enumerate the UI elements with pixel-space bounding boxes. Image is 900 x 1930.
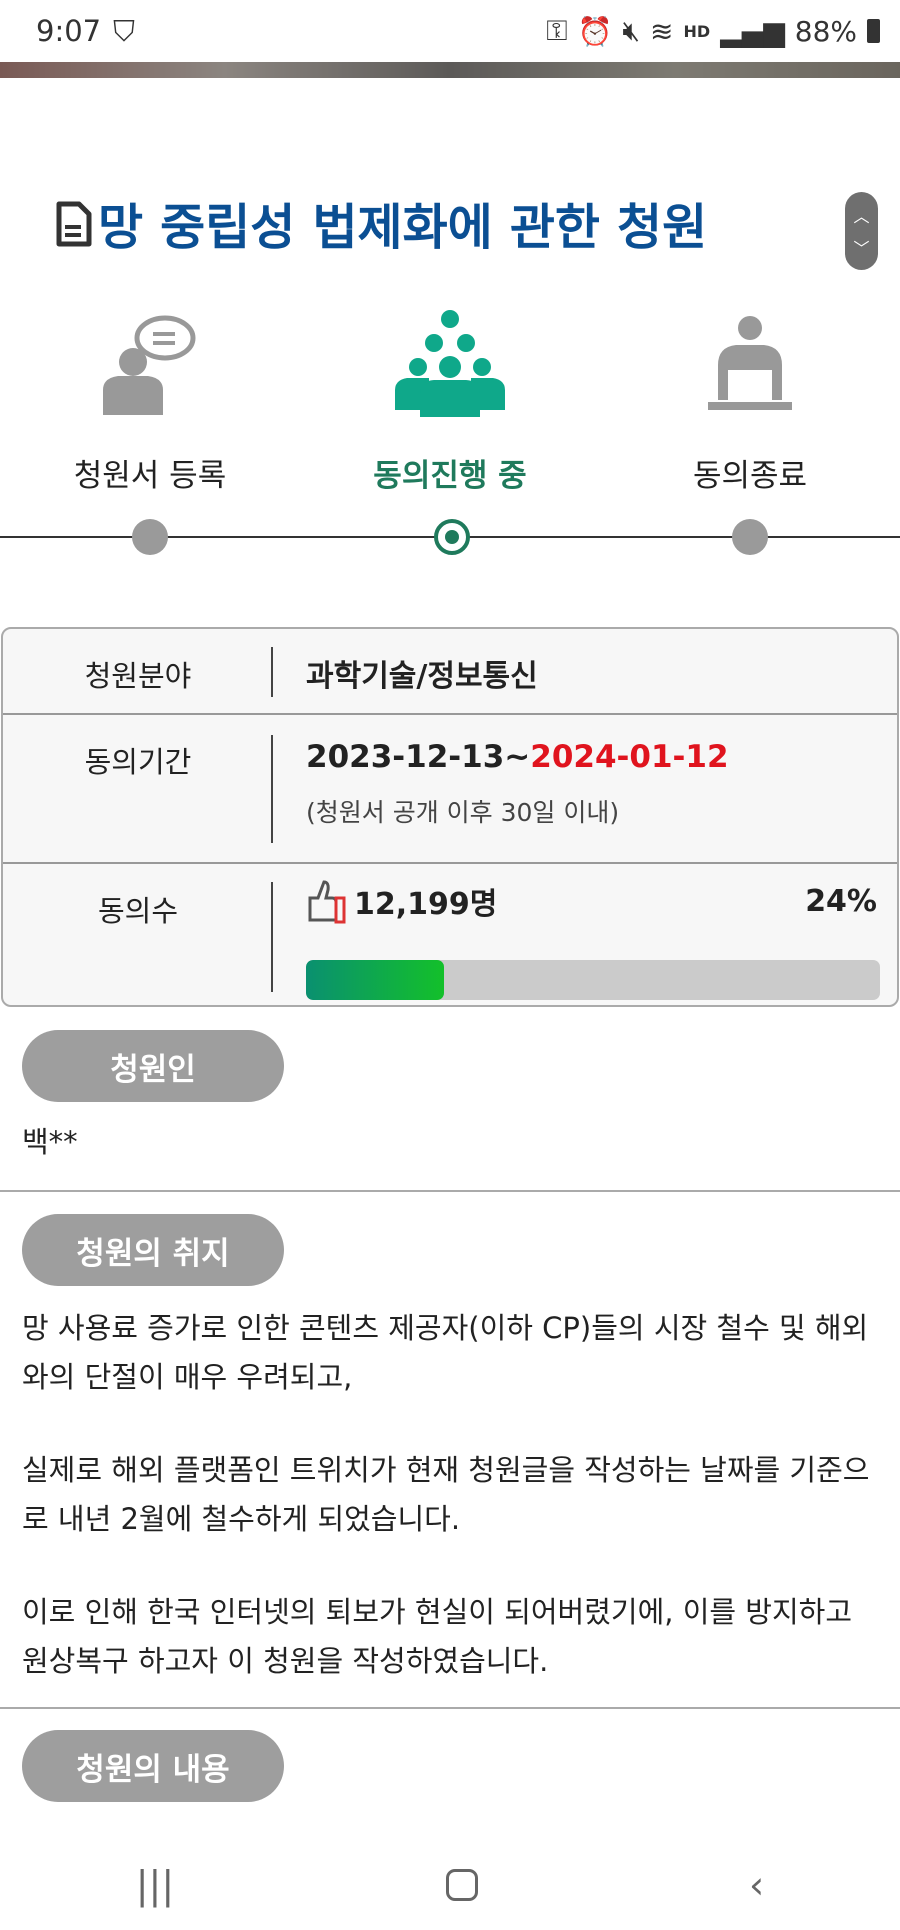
podium-speaker-icon	[708, 316, 792, 410]
count-value-group: 12,199명	[306, 878, 497, 924]
period-note: (청원서 공개 이후 30일 이내)	[306, 798, 620, 827]
clock: 9:07	[36, 14, 102, 48]
page-title: 망 중립성 법제화에 관한 청원	[0, 188, 900, 259]
shield-icon: ⛉	[113, 13, 135, 48]
divider	[271, 882, 273, 992]
field-label: 청원분야	[84, 659, 192, 693]
hd-voice-icon: HD	[683, 21, 711, 41]
content-badge: 청원의 내용	[22, 1730, 284, 1802]
key-icon: ⚿	[546, 14, 568, 47]
step-label: 청원서 등록	[73, 458, 227, 494]
period-end: 2024-01-12	[530, 739, 729, 775]
field-value: 과학기술/정보통신	[306, 659, 538, 694]
period-start: 2023-12-13~	[306, 739, 531, 775]
chevron-down-icon: ﹀	[853, 239, 870, 258]
count-label: 동의수	[97, 894, 179, 928]
chevron-up-icon: ︿	[853, 207, 870, 226]
purpose-paragraph: 이로 인해 한국 인터넷의 퇴보가 현실이 되어버렸기에, 이를 방지하고 원상…	[22, 1595, 853, 1678]
status-bar: 9:07 ⛉ ⚿ ⏰ 🔇︎ ≋ HD ▂▄▆ 88%	[0, 0, 900, 62]
row-field: 청원분야 과학기술/정보통신	[3, 629, 897, 715]
browser-toolbar-strip	[0, 62, 900, 78]
battery-icon	[867, 19, 880, 43]
purpose-badge: 청원의 취지	[22, 1214, 284, 1286]
page-title-text: 망 중립성 법제화에 관한 청원	[98, 199, 708, 256]
step-agreeing: 동의진행 중	[300, 300, 600, 494]
progress-fill	[306, 960, 444, 1000]
count-value: 12,199명	[354, 887, 498, 922]
step-dot-closed	[732, 519, 768, 555]
petitioner-name: 백**	[22, 1125, 78, 1159]
purpose-paragraph: 망 사용료 증가로 인한 콘텐츠 제공자(이하 CP)들의 시장 철수 및 해외…	[22, 1311, 869, 1394]
step-dot-agreeing	[434, 519, 470, 555]
step-register: 청원서 등록	[0, 300, 300, 494]
recent-apps-button[interactable]: |||	[135, 1863, 175, 1907]
row-count: 동의수 12,199명 24%	[3, 864, 897, 1005]
signal-icon: ▂▄▆	[720, 14, 785, 48]
divider	[0, 1707, 900, 1709]
petitioner-badge: 청원인	[22, 1030, 284, 1102]
scroll-handle[interactable]: ︿ ﹀	[845, 192, 878, 270]
consent-progress-bar	[306, 960, 880, 1000]
petition-info-table: 청원분야 과학기술/정보통신 동의기간 2023-12-13~2024-01-1…	[1, 627, 899, 1007]
crowd-icon	[395, 310, 505, 417]
system-nav-bar: ||| ‹	[0, 1840, 900, 1930]
home-button[interactable]	[445, 1869, 478, 1901]
divider	[271, 735, 273, 843]
divider	[271, 647, 273, 697]
period-label: 동의기간	[84, 745, 192, 779]
alarm-icon: ⏰	[577, 14, 613, 48]
wifi-icon: ≋	[650, 14, 674, 48]
divider	[0, 1190, 900, 1192]
step-dot-register	[132, 519, 168, 555]
thumbs-up-icon	[308, 880, 346, 924]
speaking-person-icon	[103, 315, 196, 415]
period-value: 2023-12-13~2024-01-12	[306, 739, 729, 775]
count-percent: 24%	[805, 884, 877, 919]
purpose-paragraph: 실제로 해외 플랫폼인 트위치가 현재 청원글을 작성하는 날짜를 기준으로 내…	[22, 1453, 870, 1536]
step-label: 동의종료	[692, 458, 808, 494]
document-icon	[56, 201, 92, 246]
back-button[interactable]: ‹	[749, 1863, 765, 1907]
step-label: 동의진행 중	[373, 458, 527, 494]
battery-level: 88%	[794, 14, 857, 48]
row-period: 동의기간 2023-12-13~2024-01-12 (청원서 공개 이후 30…	[3, 715, 897, 864]
step-closed: 동의종료	[600, 300, 900, 494]
mute-icon: 🔇︎	[622, 14, 641, 47]
